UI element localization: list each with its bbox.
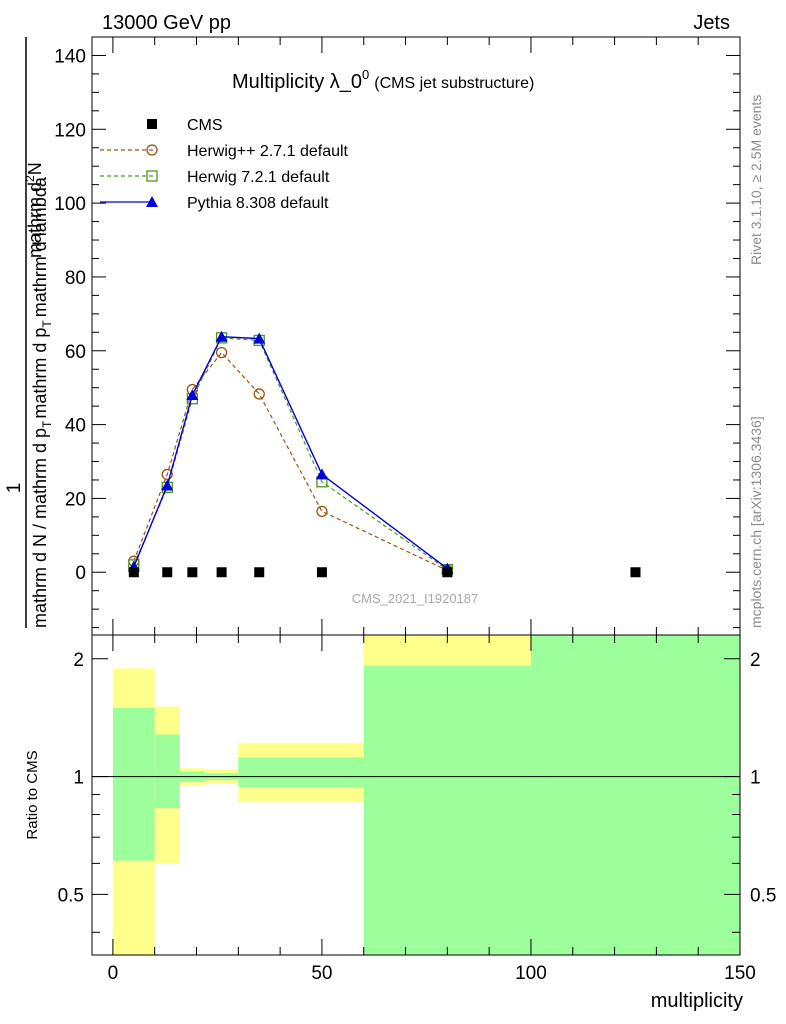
- ratio-x-axis: 0 50 100 150: [108, 635, 756, 984]
- ratio-xtick-label-3: 150: [724, 963, 756, 984]
- series-1-line: [133, 351, 448, 571]
- ratio-stat-band-5: [363, 665, 531, 955]
- legend-label-1: Herwig++ 2.7.1 default: [187, 143, 349, 160]
- ylabel-denominator: mathrm d N / mathrm d pTmathrm d pTmathr…: [30, 176, 54, 628]
- header-jets-label: Jets: [693, 12, 730, 34]
- series-1-point-1: [161, 468, 173, 481]
- main-series-group: [127, 330, 641, 578]
- ratio-stat-band-6: [530, 635, 740, 955]
- ratio-ytick-label-right-1: 1: [750, 768, 761, 789]
- chart-title-superscript: 0: [362, 67, 369, 82]
- legend-marker-0: [147, 119, 157, 129]
- ylabel-denominator-sub: T: [40, 420, 54, 428]
- ratio-stat-band-1: [154, 734, 180, 809]
- ratio-panel: 0.5 0.5 1 1 2 2 0 50 100 150 Ratio to CMS multip…: [24, 634, 776, 1012]
- analysis-watermark: CMS_2021_I1920187: [352, 591, 479, 606]
- main-y-axis-label: 1 mathrm d N / mathrm d pTmathrm d pTmat…: [4, 37, 54, 628]
- mcplots-credit-label: mcplots.cern.ch [arXiv:1306.3436]: [748, 416, 764, 628]
- series-1-point-3: [215, 346, 228, 359]
- series-3-point-4: [253, 332, 266, 344]
- header-energy-label: 13000 GeV pp: [102, 12, 231, 34]
- ratio-y-axis: 0.5 0.5 1 1 2 2: [58, 650, 776, 933]
- ratio-xtick-label-0: 0: [108, 963, 119, 984]
- ylabel-denominator-a: mathrm d N / mathrm d p: [30, 428, 50, 628]
- ylabel-denominator-sub2: T: [40, 320, 54, 328]
- series-1-point-5: [316, 505, 328, 517]
- legend-marker-2: [146, 170, 158, 182]
- ratio-ytick-label-left-1: 1: [73, 768, 84, 789]
- ratio-ytick-label-right-0: 0.5: [750, 885, 776, 906]
- main-ytick-label-7: 140: [54, 46, 86, 67]
- legend-marker-1: [146, 144, 158, 156]
- rivet-version-label: Rivet 3.1.10, ≥ 2.5M events: [748, 95, 764, 265]
- ratio-ytick-label-left-2: 2: [73, 650, 84, 671]
- ratio-ytick-label-left-0: 0.5: [58, 885, 84, 906]
- ylabel-fraction-num-b: N: [25, 162, 45, 175]
- legend-label-3: Pythia 8.308 default: [187, 195, 329, 212]
- series-3-point-5: [315, 468, 328, 480]
- series-3-point-1: [161, 479, 174, 491]
- series-3-point-3: [215, 330, 228, 342]
- series-0-point-1: [162, 567, 173, 578]
- ylabel-denominator-b: mathrm d p: [30, 328, 50, 419]
- series-0-point-7: [630, 567, 641, 578]
- ratio-stat-band-0: [112, 707, 155, 861]
- series-0-point-2: [187, 567, 198, 578]
- main-ytick-label-4: 80: [65, 268, 86, 289]
- main-ytick-label-2: 40: [65, 416, 86, 437]
- chart-title: Multiplicity λ_00 (CMS jet substructure): [232, 67, 534, 93]
- legend: CMS Herwig++ 2.7.1 default Herwig 7.2.1 de…: [100, 117, 349, 212]
- main-ytick-label-0: 0: [75, 563, 86, 584]
- legend-marker-3: [146, 196, 158, 207]
- series-0-point-4: [254, 567, 265, 578]
- ratio-panel-frame: [91, 634, 741, 956]
- series-0-point-3: [216, 567, 227, 578]
- ylabel-denominator-c: mathrm d lambda: [30, 176, 50, 317]
- ylabel-fraction-num-sup: 2: [23, 175, 37, 182]
- main-x-axis-ticks: [112, 37, 741, 635]
- chart-title-main: Multiplicity λ_0: [232, 71, 362, 93]
- chart-title-suffix: (CMS jet substructure): [374, 75, 534, 92]
- series-3-point-2: [186, 389, 199, 401]
- ratio-y-axis-label: Ratio to CMS: [24, 750, 41, 839]
- x-axis-label: multiplicity: [651, 990, 743, 1012]
- series-0-point-5: [316, 567, 327, 578]
- ratio-bands: [112, 635, 740, 955]
- legend-label-2: Herwig 7.2.1 default: [187, 169, 330, 186]
- ylabel-numerator: 1: [4, 483, 25, 494]
- legend-label-0: CMS: [187, 117, 223, 134]
- ylabel-fraction-num-a: mathrm d: [25, 182, 45, 258]
- ylabel-fraction-numerator: mathrm d2N: [23, 162, 45, 258]
- ratio-stat-band-4: [238, 757, 364, 788]
- main-ytick-label-5: 100: [54, 194, 86, 215]
- main-ytick-label-3: 60: [65, 342, 86, 363]
- ratio-xtick-label-2: 100: [515, 963, 547, 984]
- series-0-point-0: [128, 567, 139, 578]
- ratio-xtick-label-1: 50: [311, 963, 332, 984]
- main-ytick-label-6: 120: [54, 120, 86, 141]
- main-y-axis: 0 20 40 60 80 100 120 140: [54, 36, 740, 629]
- ratio-ytick-label-right-2: 2: [750, 650, 761, 671]
- series-1-point-4: [253, 388, 265, 400]
- series-0-point-6: [442, 567, 453, 578]
- main-ytick-label-1: 20: [65, 489, 86, 510]
